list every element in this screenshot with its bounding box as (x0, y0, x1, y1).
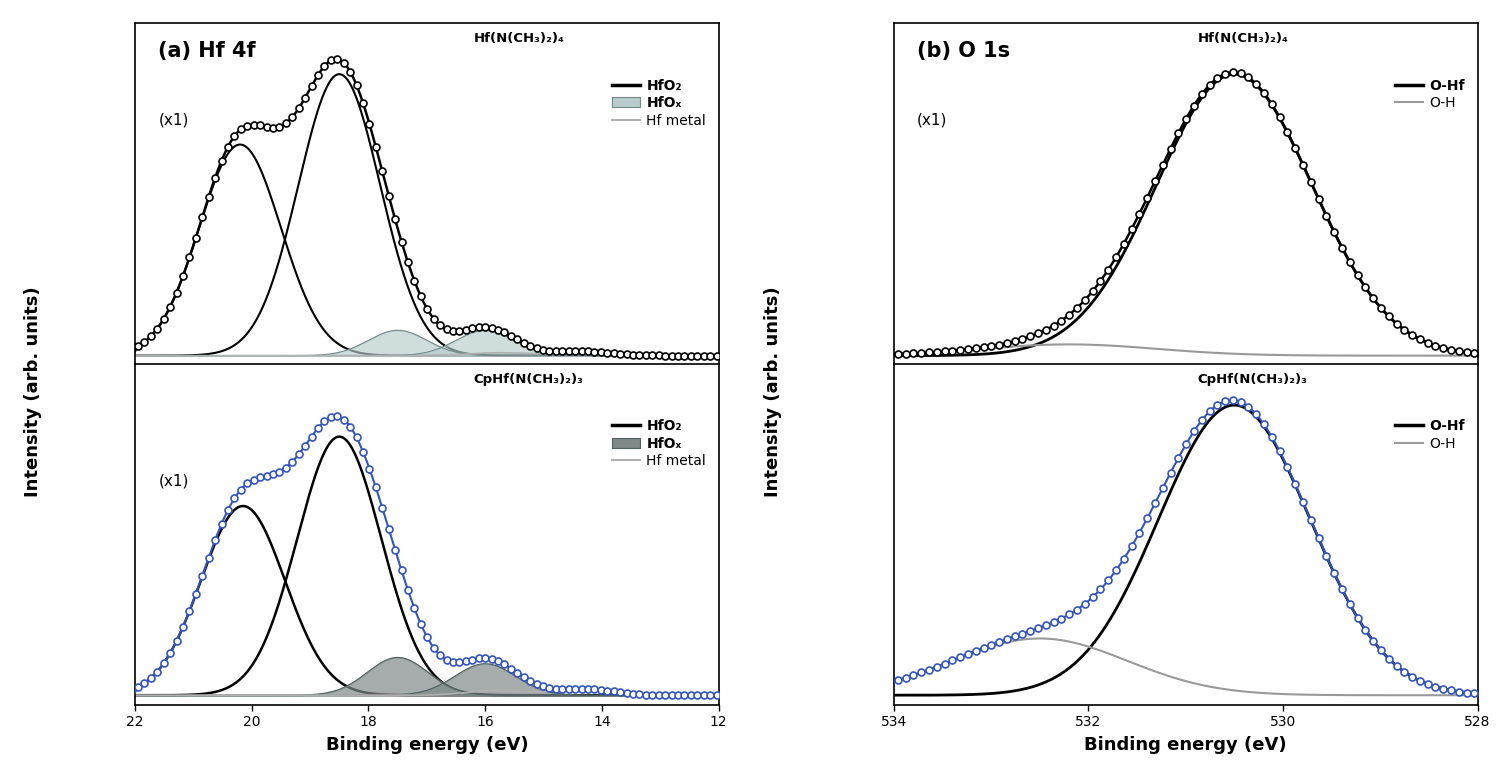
Text: Hf(N(CH₃)₂)₄: Hf(N(CH₃)₂)₄ (1197, 32, 1288, 45)
Text: Hf(N(CH₃)₂)₄: Hf(N(CH₃)₂)₄ (474, 32, 564, 45)
Text: (b) O 1s: (b) O 1s (916, 41, 1011, 60)
Text: CpHf(N(CH₃)₂)₃: CpHf(N(CH₃)₂)₃ (1197, 373, 1306, 385)
Legend: O-Hf, O-H: O-Hf, O-H (1389, 73, 1470, 116)
Text: (a) Hf 4f: (a) Hf 4f (159, 41, 256, 60)
Text: Intensity (arb. units): Intensity (arb. units) (764, 287, 782, 496)
Legend: O-Hf, O-H: O-Hf, O-H (1389, 413, 1470, 456)
Text: (x1): (x1) (916, 112, 948, 127)
Legend: HfO₂, HfOₓ, Hf metal: HfO₂, HfOₓ, Hf metal (606, 73, 712, 133)
Text: Intensity (arb. units): Intensity (arb. units) (24, 287, 42, 496)
Text: CpHf(N(CH₃)₂)₃: CpHf(N(CH₃)₂)₃ (474, 373, 584, 385)
Text: (x1): (x1) (159, 112, 189, 127)
X-axis label: Binding energy (eV): Binding energy (eV) (1084, 736, 1287, 754)
X-axis label: Binding energy (eV): Binding energy (eV) (326, 736, 528, 754)
Legend: HfO₂, HfOₓ, Hf metal: HfO₂, HfOₓ, Hf metal (606, 413, 712, 474)
Text: (x1): (x1) (159, 473, 189, 488)
